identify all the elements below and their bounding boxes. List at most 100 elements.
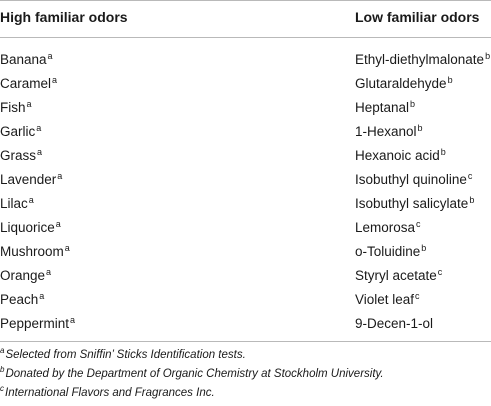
- table-row: Garlica 1-Hexanolb: [0, 122, 491, 148]
- footnote: aSelected from Sniffin’ Sticks Identific…: [0, 346, 491, 365]
- footnote-marker: b: [440, 146, 446, 157]
- table-row: Peacha Violet leafc: [0, 290, 491, 316]
- footnote-marker: b: [469, 194, 475, 205]
- footnote-marker: a: [46, 266, 52, 277]
- odor-name: Lavender: [0, 172, 57, 187]
- footnote-marker: b: [447, 74, 453, 85]
- odor-name: Mushroom: [0, 244, 64, 259]
- cell-high-familiar: Liquoricea: [0, 218, 61, 236]
- cell-high-familiar: Bananaa: [0, 50, 53, 68]
- odor-name: Caramel: [0, 76, 52, 91]
- footnote-marker: a: [36, 122, 42, 133]
- cell-high-familiar: Orangea: [0, 266, 52, 284]
- odor-name: Peach: [0, 292, 39, 307]
- cell-low-familiar: 1-Hexanolb: [355, 122, 423, 140]
- odor-name: Hexanoic acid: [355, 148, 440, 163]
- cell-high-familiar: Lilaca: [0, 194, 34, 212]
- table-row: Bananaa Ethyl-diethylmalonateb: [0, 50, 491, 76]
- odor-name: Ethyl-diethylmalonate: [355, 52, 485, 67]
- odor-name: Fish: [0, 100, 26, 115]
- cell-low-familiar: Glutaraldehydeb: [355, 74, 453, 92]
- footnote-marker: b: [410, 98, 416, 109]
- odor-name: Liquorice: [0, 220, 55, 235]
- cell-low-familiar: Isobuthyl quinolinec: [355, 170, 473, 188]
- odor-name: Violet leaf: [355, 292, 415, 307]
- cell-high-familiar: Caramela: [0, 74, 58, 92]
- cell-low-familiar: Heptanalb: [355, 98, 416, 116]
- table-row: Mushrooma o-Toluidineb: [0, 242, 491, 268]
- table-body: Bananaa Ethyl-diethylmalonateb Caramela Glu…: [0, 50, 491, 340]
- odor-name: Banana: [0, 52, 47, 67]
- cell-low-familiar: Hexanoic acidb: [355, 146, 446, 164]
- footnote-marker: a: [37, 146, 43, 157]
- odor-name: Glutaraldehyde: [355, 76, 447, 91]
- footnote: cInternational Flavors and Fragrances In…: [0, 384, 491, 403]
- odor-name: Lemorosa: [355, 220, 416, 235]
- cell-low-familiar: Isobuthyl salicylateb: [355, 194, 475, 212]
- odor-name: Isobuthyl salicylate: [355, 196, 469, 211]
- footnote-marker: a: [47, 50, 53, 61]
- table-row: Orangea Styryl acetatec: [0, 266, 491, 292]
- footnote-marker: c: [415, 290, 420, 301]
- cell-high-familiar: Garlica: [0, 122, 42, 140]
- footnote-mark: b: [0, 365, 5, 375]
- cell-low-familiar: 9-Decen-1-ol: [355, 316, 434, 332]
- footnote-marker: a: [28, 194, 34, 205]
- odor-name: Garlic: [0, 124, 36, 139]
- cell-low-familiar: Ethyl-diethylmalonateb: [355, 50, 491, 68]
- footnote-marker: a: [55, 218, 61, 229]
- footnote-marker: a: [57, 170, 63, 181]
- cell-low-familiar: Styryl acetatec: [355, 266, 443, 284]
- cell-low-familiar: o-Toluidineb: [355, 242, 427, 260]
- footnote-text: Selected from Sniffin’ Sticks Identifica…: [5, 349, 246, 361]
- odor-name: Orange: [0, 268, 46, 283]
- odor-name: Styryl acetate: [355, 268, 437, 283]
- odor-name: 1-Hexanol: [355, 124, 417, 139]
- table-row: Lilaca Isobuthyl salicylateb: [0, 194, 491, 220]
- table-bottom-rule: [0, 341, 491, 342]
- header-high-familiar: High familiar odors: [0, 9, 128, 25]
- odor-name: Grass: [0, 148, 37, 163]
- footnote-marker: a: [70, 314, 76, 325]
- cell-high-familiar: Pepperminta: [0, 314, 76, 332]
- cell-low-familiar: Violet leafc: [355, 290, 420, 308]
- table-row: Grassa Hexanoic acidb: [0, 146, 491, 172]
- odor-name: Lilac: [0, 196, 28, 211]
- cell-high-familiar: Fisha: [0, 98, 32, 116]
- footnote-text: International Flavors and Fragrances Inc…: [5, 387, 215, 399]
- footnote-mark: a: [0, 346, 5, 356]
- odor-name: o-Toluidine: [355, 244, 421, 259]
- footnote-marker: a: [26, 98, 32, 109]
- table-row: Caramela Glutaraldehydeb: [0, 74, 491, 100]
- table-footnotes: aSelected from Sniffin’ Sticks Identific…: [0, 346, 491, 403]
- odor-name: 9-Decen-1-ol: [355, 316, 434, 331]
- table-row: Pepperminta 9-Decen-1-ol: [0, 314, 491, 340]
- cell-high-familiar: Peacha: [0, 290, 45, 308]
- odor-name: Isobuthyl quinoline: [355, 172, 467, 187]
- footnote-marker: a: [52, 74, 58, 85]
- footnote-marker: c: [437, 266, 443, 277]
- cell-low-familiar: Lemorosac: [355, 218, 421, 236]
- odor-name: Peppermint: [0, 316, 70, 331]
- table-row: Fisha Heptanalb: [0, 98, 491, 124]
- table-row: Lavendera Isobuthyl quinolinec: [0, 170, 491, 196]
- footnote-marker: b: [417, 122, 423, 133]
- footnote-text: Donated by the Department of Organic Che…: [5, 368, 384, 380]
- table-row: Liquoricea Lemorosac: [0, 218, 491, 244]
- footnote-marker: b: [485, 50, 491, 61]
- cell-high-familiar: Mushrooma: [0, 242, 70, 260]
- footnote-marker: b: [421, 242, 427, 253]
- footnote-marker: a: [64, 242, 70, 253]
- cell-high-familiar: Lavendera: [0, 170, 63, 188]
- footnote-mark: c: [0, 384, 4, 394]
- odor-name: Heptanal: [355, 100, 410, 115]
- header-low-familiar: Low familiar odors: [355, 9, 480, 25]
- footnote-marker: c: [416, 218, 421, 229]
- footnote-marker: a: [39, 290, 45, 301]
- table-header: High familiar odors Low familiar odors: [0, 9, 491, 31]
- table-header-rule: [0, 37, 491, 38]
- cell-high-familiar: Grassa: [0, 146, 43, 164]
- table-top-rule: [0, 0, 491, 1]
- footnote-marker: c: [467, 170, 473, 181]
